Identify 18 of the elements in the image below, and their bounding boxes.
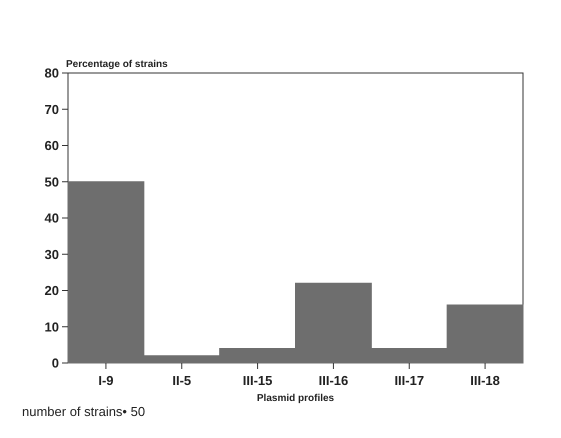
y-tick-label: 20: [44, 283, 59, 298]
y-tick-label: 60: [44, 138, 59, 154]
x-tick-label: I-9: [98, 373, 114, 388]
x-tick-label: III-15: [242, 373, 272, 388]
y-tick-label: 0: [52, 356, 59, 371]
x-tick-label: III-16: [318, 373, 348, 388]
y-tick-label: 70: [44, 102, 59, 117]
y-axis-title: Percentage of strains: [66, 59, 168, 70]
x-axis-title: Plasmid profiles: [256, 393, 335, 404]
x-tick-label: III-18: [470, 373, 500, 388]
y-tick-label: 10: [44, 319, 59, 334]
y-tick-label: 30: [44, 246, 59, 262]
x-tick-label: III-17: [394, 373, 424, 388]
y-tick-label: 40: [44, 210, 59, 226]
text: number of strains• 50: [22, 404, 146, 419]
y-tick-label: 50: [44, 174, 59, 190]
y-tick-label: 80: [44, 66, 59, 81]
x-tick-label: II-5: [172, 373, 192, 388]
